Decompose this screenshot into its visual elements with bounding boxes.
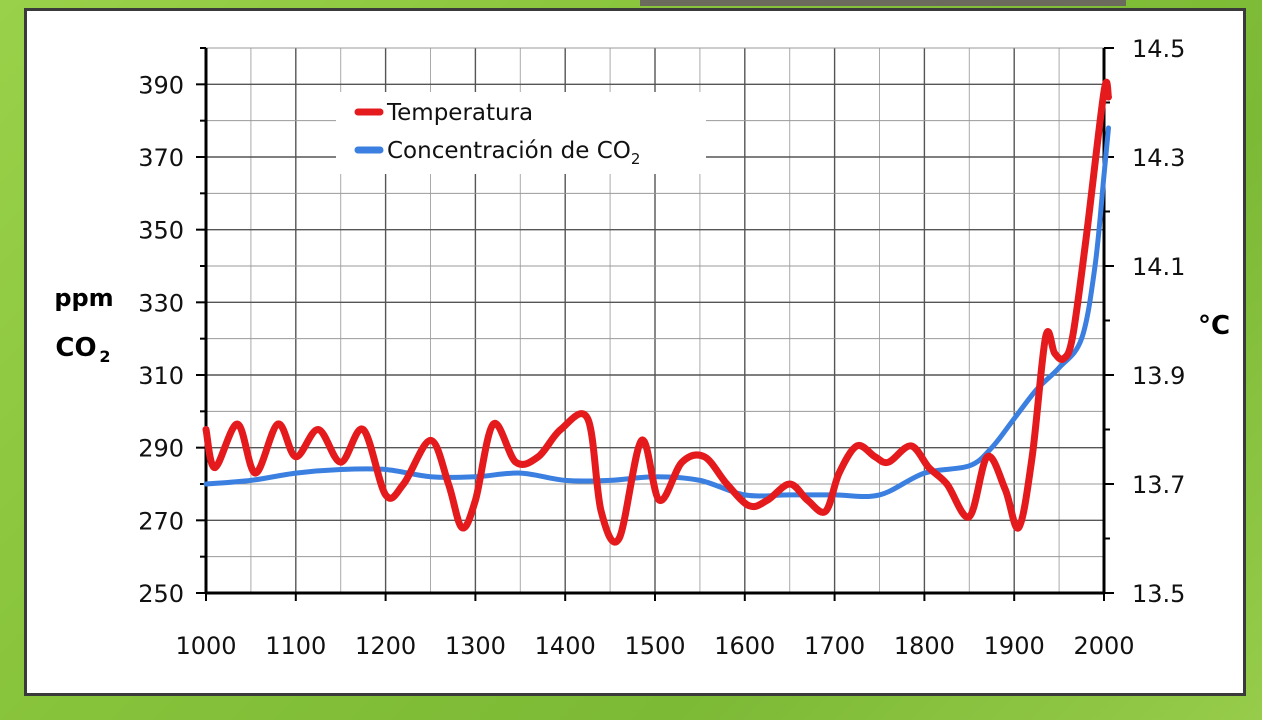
axis-labels: ppm CO 2 °C [54, 284, 1230, 366]
right-tick-label: 13.5 [1132, 580, 1185, 608]
x-tick-label: 1600 [714, 632, 775, 660]
legend-label: Concentración de CO2 [387, 138, 640, 168]
legend-label: Temperatura [386, 100, 533, 126]
x-tick-label: 1500 [624, 632, 685, 660]
left-tick-label: 270 [138, 507, 184, 535]
top-decor-bar [640, 0, 1126, 6]
left-tick-label: 290 [138, 435, 184, 463]
left-axis-label-co2: CO [55, 333, 96, 363]
x-tick-label: 1100 [265, 632, 326, 660]
left-tick-label: 310 [138, 362, 184, 390]
left-tick-label: 370 [138, 144, 184, 172]
legend: Temperatura Concentración de CO2 [336, 92, 706, 174]
x-tick-label: 1200 [355, 632, 416, 660]
x-tick-label: 1700 [804, 632, 865, 660]
left-axis-label-ppm: ppm [54, 284, 113, 312]
series-line-co2 [203, 125, 1111, 499]
right-tick-label: 13.7 [1132, 471, 1185, 499]
x-tick-label: 2000 [1073, 632, 1134, 660]
right-tick-label: 14.5 [1132, 35, 1185, 63]
x-tick-label: 1400 [535, 632, 596, 660]
legend-label-subscript: 2 [631, 150, 641, 168]
left-tick-label: 350 [138, 217, 184, 245]
right-tick-label: 14.3 [1132, 144, 1185, 172]
x-tick-label: 1300 [445, 632, 506, 660]
series [202, 78, 1112, 546]
right-axis-label: °C [1198, 311, 1230, 341]
x-tick-label: 1800 [894, 632, 955, 660]
left-axis-label-co2-subscript: 2 [99, 347, 110, 366]
axes: 250 270 290 310 330 350 370 390 13.5 13.7 13.9 14.1… [138, 35, 1185, 660]
x-tick-label: 1000 [175, 632, 236, 660]
right-tick-label: 14.1 [1132, 253, 1185, 281]
series-line-temperatura [202, 78, 1112, 546]
left-tick-label: 250 [138, 580, 184, 608]
left-tick-label: 390 [138, 71, 184, 99]
legend-box [336, 92, 706, 174]
right-tick-label: 13.9 [1132, 362, 1185, 390]
left-tick-label: 330 [138, 289, 184, 317]
x-tick-label: 1900 [984, 632, 1045, 660]
